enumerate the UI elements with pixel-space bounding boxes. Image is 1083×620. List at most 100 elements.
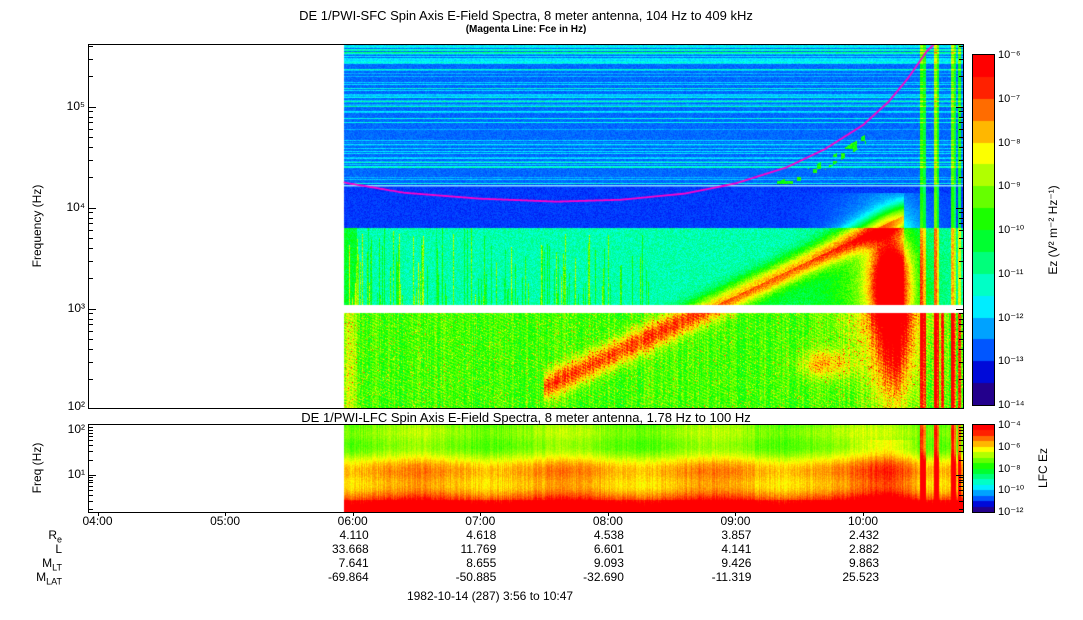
lfc-y-axis-label: Freq (Hz): [30, 442, 44, 494]
sfc-ytick-label: 10⁵: [66, 98, 85, 113]
axis-tick: [959, 479, 963, 481]
sfc-colorbar: [972, 54, 995, 406]
axis-tick: [956, 207, 963, 209]
axis-tick: [89, 217, 93, 219]
x-axis-tick: [480, 512, 482, 516]
axis-tick: [89, 308, 96, 310]
ephemeris-value: 6.601: [593, 542, 624, 556]
axis-tick: [959, 76, 963, 78]
axis-tick: [959, 482, 963, 484]
axis-tick: [89, 116, 93, 118]
axis-tick: [959, 489, 963, 491]
axis-tick: [959, 444, 963, 446]
axis-tick: [89, 489, 93, 491]
ephemeris-value: 33.668: [331, 542, 369, 556]
axis-tick: [89, 76, 93, 78]
axis-tick: [959, 429, 963, 431]
axis-tick: [959, 331, 963, 333]
axis-tick: [959, 230, 963, 232]
axis-tick: [959, 427, 963, 429]
ephemeris-value: 3.857: [721, 528, 752, 542]
ephemeris-value: 2.432: [849, 528, 880, 542]
axis-tick: [89, 177, 93, 179]
axis-tick: [89, 436, 93, 438]
axis-tick: [959, 477, 963, 478]
axis-tick: [89, 223, 93, 225]
axis-tick: [959, 111, 963, 113]
ephemeris-value: -69.864: [327, 570, 369, 584]
ephemeris-value: -32.690: [583, 570, 624, 584]
ephemeris-value: -50.885: [455, 570, 497, 584]
axis-tick: [959, 494, 963, 496]
ephemeris-value: 2.882: [849, 542, 880, 556]
lfc-colorbar-tick-label: 10⁻⁸: [998, 462, 1021, 475]
x-axis-tick: [735, 512, 737, 516]
axis-tick: [89, 427, 93, 429]
x-axis-tick-label: 04:00: [82, 514, 113, 528]
axis-tick: [89, 318, 93, 320]
axis-tick: [89, 494, 93, 496]
x-axis-tick-label: 08:00: [592, 514, 623, 528]
axis-tick: [959, 459, 963, 461]
axis-tick: [89, 339, 93, 341]
axis-tick: [89, 212, 93, 214]
lfc-colorbar-tick-label: 10⁻⁶: [998, 440, 1021, 453]
axis-tick: [89, 159, 93, 161]
axis-tick: [959, 58, 963, 60]
axis-tick: [89, 129, 93, 131]
axis-tick: [956, 106, 963, 108]
sfc-ytick-label: 10⁴: [66, 199, 85, 214]
axis-tick: [959, 500, 963, 502]
ephemeris-row-label: L: [55, 542, 62, 556]
axis-tick: [89, 509, 93, 511]
axis-tick: [959, 247, 963, 249]
axis-tick: [956, 308, 963, 310]
axis-tick: [89, 348, 93, 350]
axis-tick: [959, 348, 963, 350]
sfc-colorbar-tick-label: 10⁻⁶: [998, 49, 1021, 61]
axis-tick: [959, 361, 963, 363]
axis-tick: [959, 485, 963, 487]
ephemeris-value: 11.769: [460, 542, 497, 556]
axis-tick: [89, 485, 93, 487]
sfc-colorbar-tick-label: 10⁻¹²: [998, 311, 1024, 324]
axis-tick: [89, 260, 93, 262]
lfc-ytick-label: 10¹: [67, 466, 85, 481]
axis-tick: [89, 45, 93, 47]
ephemeris-value: -11.319: [711, 570, 752, 584]
axis-tick: [89, 247, 93, 249]
x-axis-tick: [352, 512, 354, 516]
axis-tick: [89, 432, 93, 434]
ephemeris-value: 9.093: [593, 556, 624, 570]
axis-tick: [959, 313, 963, 315]
x-axis-tick: [863, 512, 865, 516]
axis-tick: [89, 207, 96, 209]
x-axis-tick: [607, 512, 609, 516]
axis-tick: [89, 482, 93, 484]
ephemeris-value: 4.618: [466, 528, 497, 542]
axis-tick: [89, 324, 93, 326]
ephemeris-value: 8.655: [466, 556, 497, 570]
ephemeris-value: 4.538: [593, 528, 624, 542]
lfc-colorbar-tick-label: 10⁻¹²: [998, 506, 1024, 518]
lfc-spectrogram: [89, 425, 963, 512]
axis-tick: [89, 429, 93, 431]
x-axis-tick-label: 09:00: [720, 514, 751, 528]
axis-tick: [959, 45, 963, 47]
time-range-footer: 1982-10-14 (287) 3:56 to 10:47: [406, 589, 574, 603]
axis-tick: [959, 324, 963, 326]
axis-tick: [959, 379, 963, 381]
sfc-colorbar-gradient: [973, 55, 994, 405]
axis-tick: [959, 159, 963, 161]
sfc-subtitle: (Magenta Line: Fce in Hz): [465, 24, 587, 35]
sfc-ytick-label: 10³: [67, 300, 85, 315]
axis-tick: [959, 509, 963, 511]
sfc-ytick-label: 10²: [67, 399, 85, 413]
x-axis-tick-label: 07:00: [465, 514, 496, 528]
axis-tick: [89, 361, 93, 363]
axis-tick: [89, 238, 93, 240]
ephemeris-value: 4.141: [721, 542, 752, 556]
sfc-colorbar-tick-label: 10⁻⁸: [998, 136, 1021, 149]
x-axis-tick: [97, 512, 99, 516]
